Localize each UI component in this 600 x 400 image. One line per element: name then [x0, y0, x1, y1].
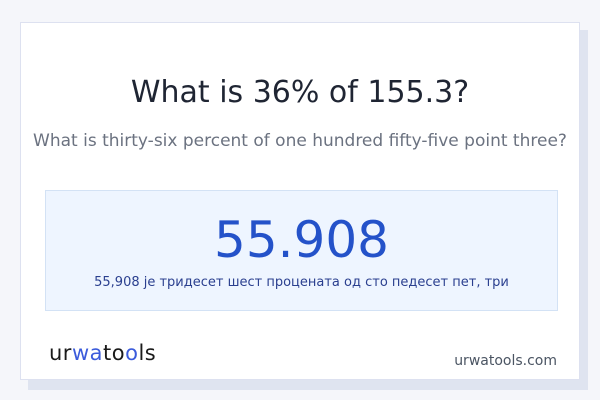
urwatools-logo: urwatools	[49, 341, 157, 365]
site-url: urwatools.com	[454, 353, 557, 369]
page-subtitle: What is thirty-six percent of one hundre…	[33, 131, 567, 151]
result-card: What is 36% of 155.3? What is thirty-six…	[20, 22, 580, 380]
result-value: 55.908	[214, 211, 389, 269]
result-words: 55,908 је тридесет шест процената од сто…	[94, 275, 509, 290]
result-box: 55.908 55,908 је тридесет шест процената…	[45, 190, 558, 311]
page-title: What is 36% of 155.3?	[130, 75, 470, 110]
